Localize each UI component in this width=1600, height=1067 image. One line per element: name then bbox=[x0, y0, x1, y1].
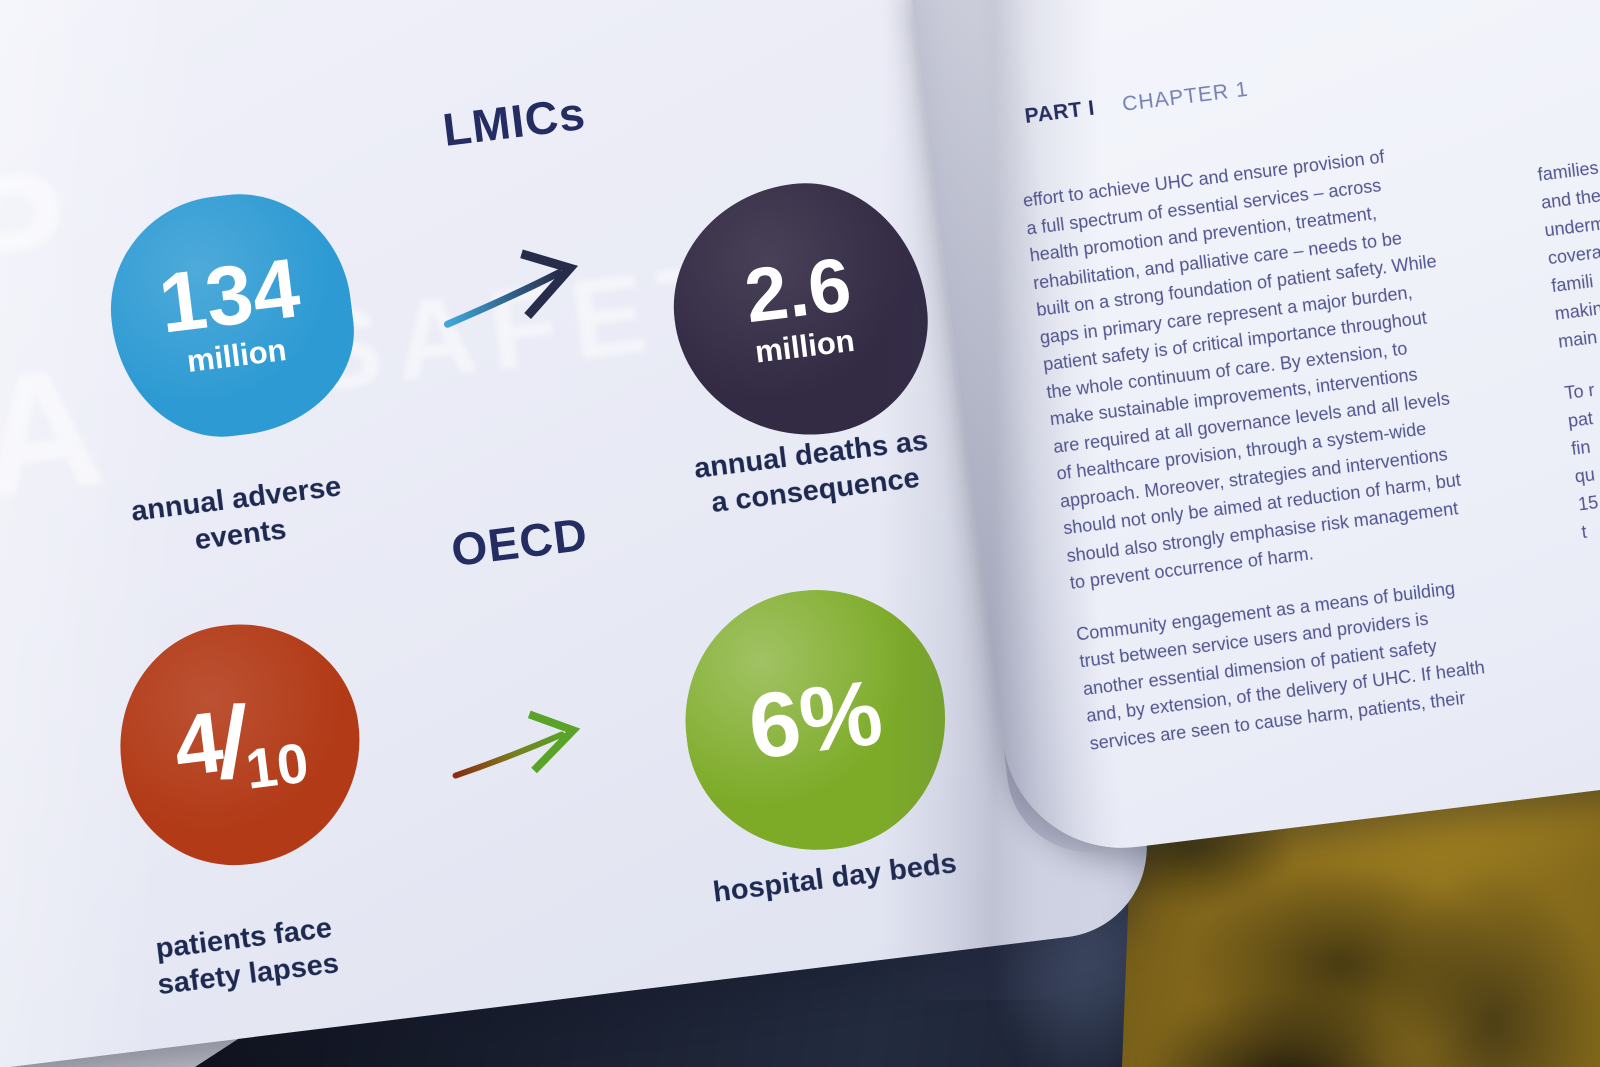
photo-dark-object bbox=[1150, 990, 1430, 1067]
ghost-letter: P bbox=[0, 132, 89, 336]
left-page: P A SAFET LMICs 134 million annual adver… bbox=[0, 0, 1157, 1067]
stat-value-fraction: 4 / 10 bbox=[169, 683, 312, 806]
stat-label-day-beds: hospital day beds bbox=[664, 839, 1006, 916]
fraction-denominator: 10 bbox=[242, 730, 312, 801]
oecd-heading: OECD bbox=[448, 507, 591, 577]
stat-value: 134 bbox=[153, 240, 305, 351]
paragraph: Community engagement as a means of build… bbox=[1075, 562, 1578, 758]
stat-value: 2.6 bbox=[740, 241, 856, 340]
paragraph: effort to achieve UHC and ensure provisi… bbox=[1022, 128, 1559, 597]
ghost-showthrough-letters: P A bbox=[0, 126, 123, 539]
text-line: hospital day beds bbox=[711, 847, 959, 909]
stat-value: 6% bbox=[743, 661, 888, 779]
stat-circle-safety-lapses: 4 / 10 bbox=[106, 610, 374, 879]
chapter-header: PART I CHAPTER 1 bbox=[1023, 78, 1249, 129]
text-line: To r bbox=[1563, 379, 1596, 404]
paragraph: families and the underm covera famili makin ma… bbox=[1536, 132, 1600, 356]
text-line: families bbox=[1536, 157, 1600, 185]
part-label: PART I bbox=[1023, 96, 1097, 128]
paragraph: To r pat fin qu 15 t bbox=[1563, 350, 1600, 546]
arrow-right-icon bbox=[428, 229, 614, 354]
right-page: PART I CHAPTER 1 effort to achieve UHC a… bbox=[909, 0, 1600, 862]
stat-label-safety-lapses: patients face safety lapses bbox=[83, 901, 409, 1011]
stat-circle-annual-deaths: 2.6 million bbox=[659, 169, 941, 451]
arrow-right-icon bbox=[439, 691, 612, 805]
body-text-column-1: effort to achieve UHC and ensure provisi… bbox=[1022, 128, 1578, 757]
stat-circle-adverse-events: 134 million bbox=[97, 181, 366, 450]
stat-circle-day-beds: 6% bbox=[670, 575, 961, 866]
lmics-heading: LMICs bbox=[440, 86, 589, 156]
fraction-slash: / bbox=[217, 685, 248, 800]
chapter-label: CHAPTER 1 bbox=[1121, 77, 1250, 117]
stat-label-adverse-events: annual adverse events bbox=[85, 463, 392, 571]
